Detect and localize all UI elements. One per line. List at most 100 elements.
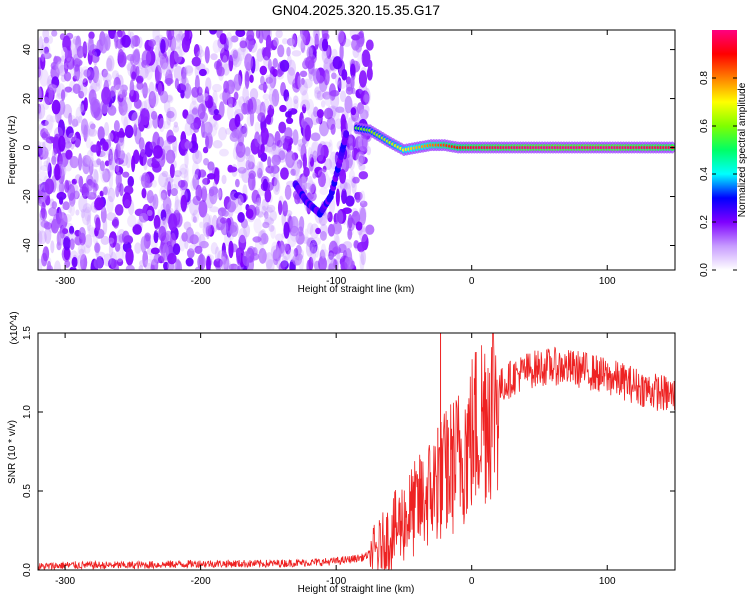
- spectrogram-noise-cell: [142, 154, 148, 171]
- spectrogram-noise-cell: [308, 66, 317, 82]
- spectrogram-noise-cell: [61, 55, 66, 62]
- spectrogram-noise-cell: [67, 184, 76, 201]
- spectrogram-noise-cell: [141, 50, 152, 66]
- spectrogram-noise-cell: [269, 210, 277, 222]
- spectrogram-noise-cell: [301, 236, 311, 244]
- spectrogram-noise-cell: [345, 195, 355, 207]
- spectrogram-noise-cell: [195, 184, 203, 201]
- spectrogram-noise-cell: [163, 99, 171, 114]
- spectrogram-ytick-label: -40: [22, 238, 33, 253]
- spectrogram-noise-cell: [100, 206, 107, 224]
- colorbar-tick-label: 0.4: [699, 167, 710, 181]
- spectrogram-noise-cell: [191, 161, 200, 180]
- spectrogram-noise-cell: [345, 86, 354, 95]
- spectrogram-noise-cell: [89, 186, 97, 198]
- spectrogram-noise-cell: [204, 95, 214, 109]
- spectrogram-noise-cell: [42, 96, 50, 110]
- spectrogram-noise-cell: [107, 187, 116, 203]
- spectrogram-noise-cell: [191, 212, 196, 223]
- spectrogram-noise-cell: [198, 233, 206, 249]
- spectrogram-noise-cell: [285, 150, 296, 169]
- spectrogram-noise-cell: [237, 194, 244, 206]
- spectrogram-noise-cell: [53, 55, 58, 71]
- spectrogram-noise-cell: [158, 117, 165, 133]
- spectrogram-noise-cell: [257, 167, 263, 179]
- spectrogram-noise-cell: [45, 195, 51, 206]
- spectrogram-noise-cell: [117, 94, 124, 103]
- spectrogram-noise-cell: [248, 170, 256, 180]
- spectrogram-noise-cell: [144, 64, 151, 74]
- spectrogram-noise-cell: [80, 208, 85, 219]
- spectrogram-noise-cell: [114, 84, 123, 95]
- spectrogram-noise-cell: [204, 46, 210, 64]
- spectrogram-noise-cell: [297, 75, 302, 89]
- spectrogram-noise-cell: [142, 82, 148, 99]
- spectrogram-noise-cell: [54, 163, 61, 181]
- spectrogram-noise-cell: [83, 69, 91, 78]
- spectrogram-noise-cell: [269, 164, 278, 174]
- spectrogram-noise-cell: [327, 252, 335, 264]
- spectrogram-noise-cell: [38, 141, 46, 158]
- spectrogram-ytick-label: 20: [22, 93, 33, 105]
- spectrogram-noise-cell: [128, 110, 138, 122]
- spectrogram-noise-cell: [335, 106, 345, 113]
- spectrogram-noise-cell: [74, 174, 82, 184]
- spectrogram-noise-cell: [104, 160, 110, 167]
- spectrogram-noise-cell: [93, 183, 99, 192]
- spectrogram-noise-cell: [122, 171, 130, 178]
- spectrogram-noise-cell: [206, 173, 216, 180]
- spectrogram-noise-cell: [38, 217, 45, 235]
- spectrogram-noise-cell: [171, 183, 179, 196]
- spectrogram-noise-cell: [48, 84, 58, 91]
- spectrogram-noise-cell: [49, 115, 58, 123]
- spectrogram-noise-cell: [314, 89, 321, 99]
- spectrogram-noise-cell: [260, 152, 268, 162]
- spectrogram-noise-cell: [198, 200, 208, 218]
- spectrogram-noise-cell: [192, 149, 203, 165]
- spectrogram-noise-cell: [178, 30, 183, 41]
- spectrogram-noise-cell: [69, 203, 75, 217]
- spectrogram-noise-cell: [163, 94, 173, 103]
- spectrogram-noise-cell: [233, 73, 242, 91]
- spectrogram-noise-cell: [68, 112, 73, 125]
- spectrogram-noise-cell: [131, 71, 137, 80]
- spectrogram-noise-cell: [141, 100, 148, 111]
- spectrogram-noise-cell: [337, 79, 347, 90]
- spectrogram-noise-cell: [138, 137, 145, 150]
- spectrogram-noise-cell: [73, 57, 80, 67]
- spectrogram-noise-cell: [108, 30, 117, 39]
- spectrogram-noise-cell: [253, 98, 262, 114]
- spectrogram-noise-cell: [86, 192, 97, 200]
- spectrogram-noise-cell: [367, 59, 373, 70]
- spectrogram-noise-cell: [205, 222, 211, 240]
- spectrogram-noise-cell: [114, 204, 124, 216]
- spectrogram-noise-cell: [276, 69, 283, 78]
- spectrogram-noise-cell: [48, 206, 58, 217]
- spectrogram-noise-cell: [236, 47, 247, 56]
- spectrogram-noise-cell: [108, 160, 114, 177]
- spectrogram-noise-cell: [161, 121, 171, 129]
- spectrogram-noise-cell: [58, 181, 65, 194]
- spectrogram-noise-cell: [358, 171, 369, 180]
- spectrogram-noise-cell: [109, 147, 114, 161]
- spectrogram-noise-cell: [173, 170, 182, 178]
- spectrogram-noise-cell: [205, 77, 212, 92]
- spectrogram-noise-cell: [242, 251, 250, 266]
- spectrogram-noise-cell: [347, 214, 353, 229]
- spectrogram-noise-cell: [298, 253, 304, 270]
- spectrogram-noise-cell: [42, 30, 50, 40]
- spectrogram-noise-cell: [120, 84, 128, 93]
- spectrogram-noise-cell: [235, 141, 246, 158]
- spectrogram-noise-cell: [93, 169, 99, 186]
- spectrogram-noise-cell: [74, 64, 81, 82]
- spectrogram-noise-cell: [319, 216, 326, 227]
- spectrogram-noise-cell: [305, 56, 315, 70]
- spectrogram-noise-cell: [122, 97, 132, 113]
- spectrogram-noise-cell: [245, 154, 253, 169]
- spectrogram-noise-cell: [277, 44, 285, 58]
- spectrogram-noise-cell: [327, 211, 333, 223]
- spectrogram-noise-cell: [287, 248, 296, 262]
- spectrogram-noise-cell: [290, 33, 297, 50]
- spectrogram-noise-cell: [152, 145, 163, 159]
- spectrogram-noise-cell: [239, 40, 248, 49]
